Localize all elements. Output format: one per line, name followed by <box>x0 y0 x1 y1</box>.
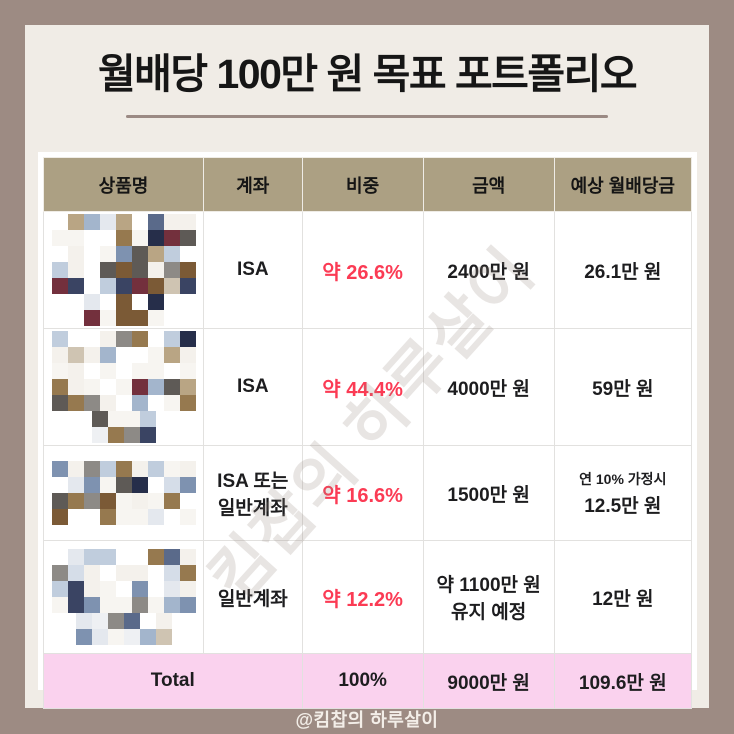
redacted-product-image <box>46 461 201 525</box>
portfolio-table: 상품명 계좌 비중 금액 예상 월배당금 ISA 약 26.6% 2400만 원… <box>42 157 693 709</box>
redacted-product-image <box>46 214 201 326</box>
header-row: 상품명 계좌 비중 금액 예상 월배당금 <box>42 157 693 212</box>
product-name-cell <box>42 540 205 654</box>
total-label-cell: Total <box>43 653 303 709</box>
page-title: 월배당 100만 원 목표 포트폴리오 <box>97 51 638 97</box>
weight-cell: 약 26.6% <box>301 211 424 329</box>
dividend-cell: 12만 원 <box>553 540 693 654</box>
redacted-product-image <box>46 549 201 645</box>
portfolio-table-panel: 킴찹의 하루살이 상품명 계좌 비중 금액 예상 월배당금 ISA 약 26.6… <box>38 152 697 709</box>
weight-cell: 약 16.6% <box>301 445 424 541</box>
total-dividend-cell: 109.6만 원 <box>553 653 693 709</box>
account-cell: ISA 또는 일반계좌 <box>203 445 303 541</box>
content-card: 월배당 100만 원 목표 포트폴리오 킴찹의 하루살이 상품명 계좌 비중 금… <box>25 25 709 709</box>
credit-footer: @킴찹의 하루살이 <box>295 710 439 730</box>
weight-cell: 약 44.4% <box>301 328 424 446</box>
col-header-expected-dividend: 예상 월배당금 <box>553 157 693 212</box>
table-row: ISA 또는 일반계좌 약 16.6% 1500만 원 연 10% 가정시 12.… <box>42 445 693 541</box>
dividend-cell: 연 10% 가정시 12.5만 원 <box>553 445 693 541</box>
title-divider <box>126 115 608 119</box>
redacted-product-image <box>46 331 201 443</box>
dividend-cell: 26.1만 원 <box>553 211 693 329</box>
dividend-cell: 59만 원 <box>553 328 693 446</box>
account-cell: 일반계좌 <box>203 540 303 654</box>
product-name-cell <box>42 445 205 541</box>
total-weight-cell: 100% <box>301 653 424 709</box>
col-header-account: 계좌 <box>203 157 303 212</box>
weight-cell: 약 12.2% <box>301 540 424 654</box>
total-row: Total 100% 9000만 원 109.6만 원 <box>43 653 693 709</box>
account-cell: ISA <box>203 328 303 446</box>
product-name-cell <box>42 328 205 446</box>
account-cell: ISA <box>203 211 303 329</box>
table-row: 일반계좌 약 12.2% 약 1100만 원 유지 예정 12만 원 <box>42 540 693 654</box>
amount-cell: 약 1100만 원 유지 예정 <box>422 540 555 654</box>
col-header-weight: 비중 <box>301 157 424 212</box>
amount-cell: 2400만 원 <box>422 211 555 329</box>
amount-cell: 1500만 원 <box>422 445 555 541</box>
col-header-amount: 금액 <box>422 157 555 212</box>
table-row: ISA 약 26.6% 2400만 원 26.1만 원 <box>42 211 693 329</box>
product-name-cell <box>42 211 205 329</box>
col-header-product-name: 상품명 <box>42 157 205 212</box>
total-amount-cell: 9000만 원 <box>422 653 555 709</box>
table-row: ISA 약 44.4% 4000만 원 59만 원 <box>42 328 693 446</box>
amount-cell: 4000만 원 <box>422 328 555 446</box>
